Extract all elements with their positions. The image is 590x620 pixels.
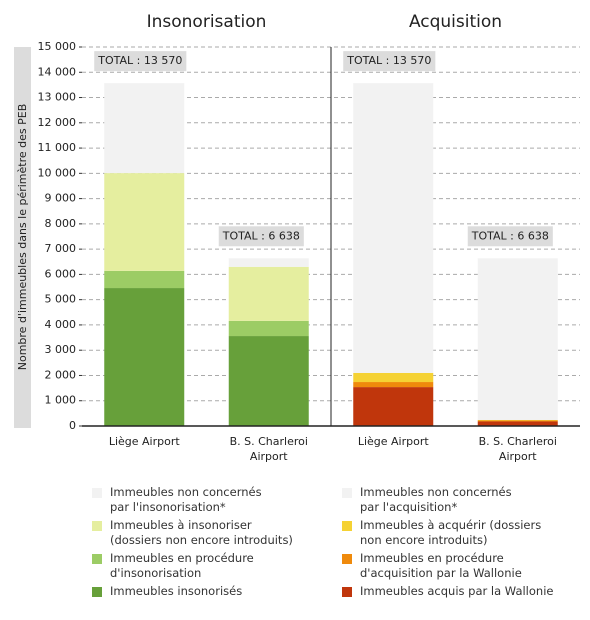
bar-segment — [353, 382, 434, 388]
legend-entry: Immeubles en procédure d'insonorisation — [110, 551, 254, 580]
legend-entry: Immeubles à insonoriser (dossiers non en… — [110, 518, 293, 547]
legend-entry: Immeubles acquis par la Wallonie — [360, 584, 554, 598]
legend-swatch — [92, 488, 102, 498]
legend-entry: Immeubles insonorisés — [110, 584, 243, 598]
panel-title: Insonorisation — [147, 12, 267, 32]
x-tick-label: Liège Airport — [357, 435, 429, 448]
legend-swatch — [342, 521, 352, 531]
total-label: TOTAL : 6 638 — [471, 229, 549, 242]
bar-segment — [104, 288, 185, 426]
panel-title: Acquisition — [409, 12, 502, 32]
legend-entry: Immeubles non concernés par l'acquisitio… — [360, 485, 512, 514]
bar-segment — [228, 336, 309, 426]
y-tick-label: 9 000 — [45, 192, 77, 205]
bar-segment — [228, 320, 309, 337]
total-box — [218, 226, 304, 247]
y-tick-label: 3 000 — [45, 343, 77, 356]
bar-segment — [353, 387, 434, 426]
y-tick-label: 2 000 — [45, 368, 77, 381]
y-tick-label: 5 000 — [45, 293, 77, 306]
y-axis-label: Nombre d'immeubles dans le périmètre des… — [16, 104, 29, 371]
y-tick-label: 8 000 — [45, 217, 77, 230]
y-tick-label: 7 000 — [45, 242, 77, 255]
bar-segment — [228, 266, 309, 321]
bar-segment — [104, 270, 185, 289]
y-tick-label: 0 — [69, 419, 76, 432]
bar-segment — [228, 258, 309, 267]
bar-segment — [104, 173, 185, 271]
legend-swatch — [342, 488, 352, 498]
legend-swatch — [342, 587, 352, 597]
total-box — [467, 226, 553, 247]
y-tick-label: 12 000 — [38, 116, 77, 129]
legend-entry: Immeubles à acquérir (dossiers non encor… — [360, 518, 542, 547]
bar-segment — [353, 372, 434, 383]
y-tick-label: 1 000 — [45, 394, 77, 407]
y-tick-label: 10 000 — [38, 166, 77, 179]
bar-segment — [353, 83, 434, 373]
legend-swatch — [342, 554, 352, 564]
y-tick-label: 11 000 — [38, 141, 77, 154]
legend-swatch — [92, 521, 102, 531]
y-tick-label: 4 000 — [45, 318, 77, 331]
legend-entry: Immeubles en procédure d'acquisition par… — [360, 551, 522, 580]
legend-swatch — [92, 587, 102, 597]
x-tick-label: B. S. Charleroi Airport — [478, 435, 557, 463]
legend-swatch — [92, 554, 102, 564]
bar-segment — [477, 258, 558, 420]
bar-segment — [104, 83, 185, 174]
y-label-box — [14, 47, 31, 428]
y-tick-label: 15 000 — [38, 40, 77, 53]
y-tick-label: 6 000 — [45, 267, 77, 280]
total-box — [94, 51, 187, 72]
bar-segment — [477, 419, 558, 421]
total-label: TOTAL : 13 570 — [97, 54, 182, 67]
total-label: TOTAL : 6 638 — [222, 229, 300, 242]
y-tick-label: 13 000 — [38, 91, 77, 104]
x-tick-label: B. S. Charleroi Airport — [229, 435, 308, 463]
x-tick-label: Liège Airport — [108, 435, 180, 448]
legend-entry: Immeubles non concernés par l'insonorisa… — [110, 485, 262, 514]
total-box — [343, 51, 436, 72]
bar-segment — [477, 420, 558, 422]
bar-segment — [477, 421, 558, 426]
total-label: TOTAL : 13 570 — [346, 54, 431, 67]
y-tick-label: 14 000 — [38, 65, 77, 78]
